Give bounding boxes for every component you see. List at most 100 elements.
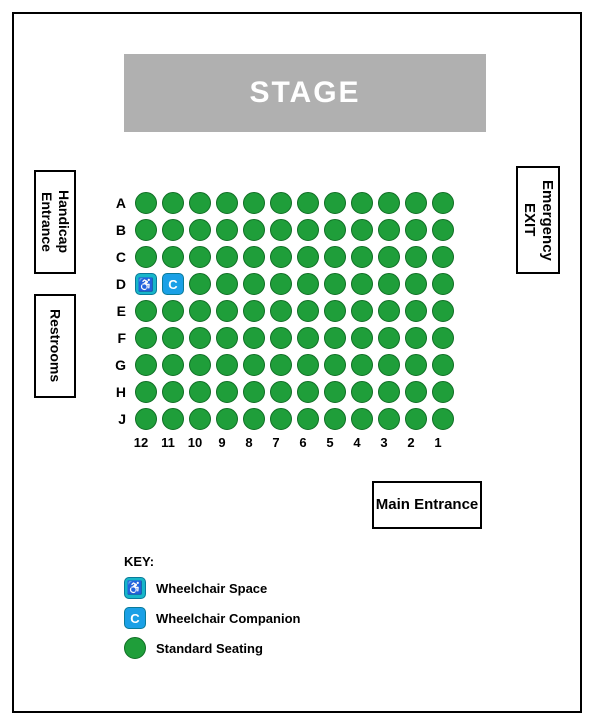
seat-standard[interactable]	[270, 219, 292, 241]
seat-standard[interactable]	[324, 273, 346, 295]
seat-standard[interactable]	[351, 327, 373, 349]
seat-standard[interactable]	[243, 246, 265, 268]
seat-standard[interactable]	[405, 273, 427, 295]
seat-standard[interactable]	[378, 300, 400, 322]
seat-standard[interactable]	[216, 246, 238, 268]
seat-standard[interactable]	[405, 300, 427, 322]
seat-standard[interactable]	[189, 408, 211, 430]
seat-standard[interactable]	[216, 381, 238, 403]
seat-standard[interactable]	[270, 192, 292, 214]
seat-standard[interactable]	[378, 192, 400, 214]
seat-standard[interactable]	[135, 246, 157, 268]
seat-standard[interactable]	[162, 327, 184, 349]
seat-standard[interactable]	[432, 246, 454, 268]
seat-standard[interactable]	[324, 408, 346, 430]
seat-standard[interactable]	[216, 354, 238, 376]
seat-standard[interactable]	[135, 300, 157, 322]
seat-standard[interactable]	[135, 219, 157, 241]
seat-standard[interactable]	[432, 219, 454, 241]
seat-standard[interactable]	[270, 327, 292, 349]
seat-standard[interactable]	[324, 381, 346, 403]
seat-standard[interactable]	[297, 273, 319, 295]
seat-standard[interactable]	[216, 192, 238, 214]
seat-standard[interactable]	[351, 381, 373, 403]
seat-standard[interactable]	[297, 219, 319, 241]
seat-standard[interactable]	[405, 408, 427, 430]
seat-wheelchair[interactable]: ♿	[135, 273, 157, 295]
seat-standard[interactable]	[324, 246, 346, 268]
seat-standard[interactable]	[351, 354, 373, 376]
seat-standard[interactable]	[162, 381, 184, 403]
seat-standard[interactable]	[270, 273, 292, 295]
seat-standard[interactable]	[162, 408, 184, 430]
seat-companion[interactable]: C	[162, 273, 184, 295]
seat-standard[interactable]	[216, 300, 238, 322]
seat-standard[interactable]	[297, 381, 319, 403]
seat-standard[interactable]	[189, 381, 211, 403]
seat-standard[interactable]	[243, 273, 265, 295]
seat-standard[interactable]	[270, 354, 292, 376]
seat-standard[interactable]	[243, 381, 265, 403]
seat-standard[interactable]	[324, 354, 346, 376]
seat-standard[interactable]	[135, 327, 157, 349]
seat-standard[interactable]	[270, 408, 292, 430]
seat-standard[interactable]	[216, 219, 238, 241]
seat-standard[interactable]	[189, 246, 211, 268]
seat-standard[interactable]	[216, 273, 238, 295]
seat-standard[interactable]	[189, 273, 211, 295]
seat-standard[interactable]	[243, 300, 265, 322]
seat-standard[interactable]	[189, 354, 211, 376]
seat-standard[interactable]	[405, 327, 427, 349]
seat-standard[interactable]	[378, 408, 400, 430]
seat-standard[interactable]	[297, 192, 319, 214]
seat-standard[interactable]	[135, 381, 157, 403]
seat-standard[interactable]	[405, 381, 427, 403]
seat-standard[interactable]	[351, 273, 373, 295]
seat-standard[interactable]	[351, 192, 373, 214]
seat-standard[interactable]	[189, 219, 211, 241]
seat-standard[interactable]	[432, 354, 454, 376]
seat-standard[interactable]	[432, 192, 454, 214]
seat-standard[interactable]	[378, 219, 400, 241]
seat-standard[interactable]	[162, 219, 184, 241]
seat-standard[interactable]	[297, 246, 319, 268]
seat-standard[interactable]	[378, 327, 400, 349]
seat-standard[interactable]	[162, 192, 184, 214]
seat-standard[interactable]	[378, 354, 400, 376]
seat-standard[interactable]	[297, 408, 319, 430]
seat-standard[interactable]	[243, 219, 265, 241]
seat-standard[interactable]	[243, 408, 265, 430]
seat-standard[interactable]	[270, 246, 292, 268]
seat-standard[interactable]	[324, 327, 346, 349]
seat-standard[interactable]	[162, 354, 184, 376]
seat-standard[interactable]	[378, 381, 400, 403]
seat-standard[interactable]	[135, 408, 157, 430]
seat-standard[interactable]	[243, 354, 265, 376]
seat-standard[interactable]	[270, 300, 292, 322]
seat-standard[interactable]	[189, 300, 211, 322]
seat-standard[interactable]	[432, 273, 454, 295]
seat-standard[interactable]	[405, 354, 427, 376]
seat-standard[interactable]	[162, 246, 184, 268]
seat-standard[interactable]	[378, 246, 400, 268]
seat-standard[interactable]	[324, 300, 346, 322]
seat-standard[interactable]	[135, 192, 157, 214]
seat-standard[interactable]	[189, 327, 211, 349]
seat-standard[interactable]	[270, 381, 292, 403]
seat-standard[interactable]	[243, 327, 265, 349]
seat-standard[interactable]	[324, 219, 346, 241]
seat-standard[interactable]	[297, 354, 319, 376]
seat-standard[interactable]	[432, 327, 454, 349]
seat-standard[interactable]	[432, 381, 454, 403]
seat-standard[interactable]	[432, 300, 454, 322]
seat-standard[interactable]	[216, 327, 238, 349]
seat-standard[interactable]	[189, 192, 211, 214]
seat-standard[interactable]	[351, 219, 373, 241]
seat-standard[interactable]	[297, 300, 319, 322]
seat-standard[interactable]	[297, 327, 319, 349]
seat-standard[interactable]	[135, 354, 157, 376]
seat-standard[interactable]	[378, 273, 400, 295]
seat-standard[interactable]	[351, 300, 373, 322]
seat-standard[interactable]	[351, 408, 373, 430]
seat-standard[interactable]	[243, 192, 265, 214]
